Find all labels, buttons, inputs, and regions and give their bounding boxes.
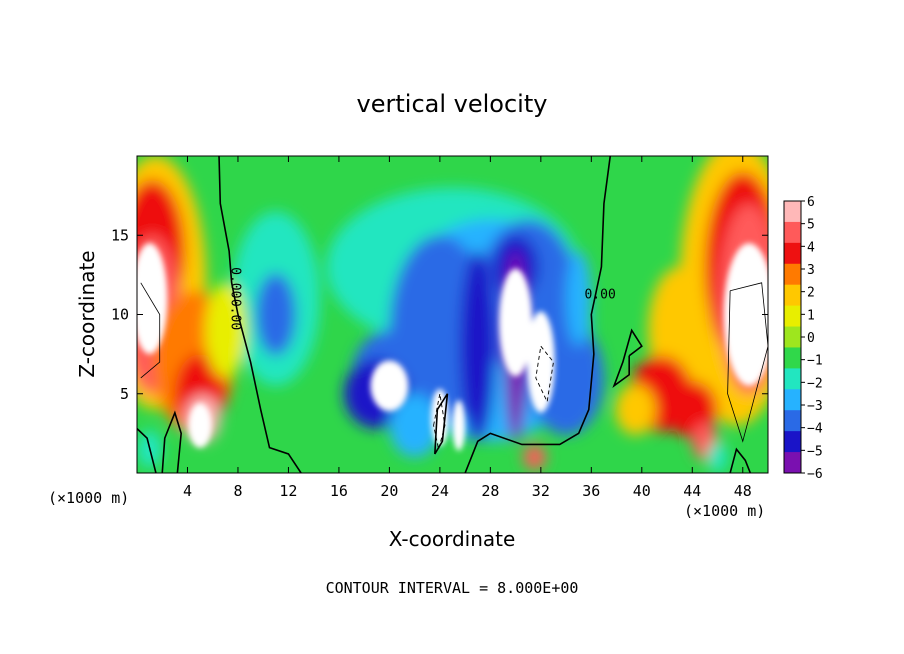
colorbar-label: −1 <box>807 354 823 369</box>
field-blob-31 <box>707 441 728 473</box>
colorbar-swatch <box>784 347 801 369</box>
contour-interval-note: CONTOUR INTERVAL = 8.000E+00 <box>326 579 579 597</box>
colorbar-label: −6 <box>807 467 823 482</box>
colorbar-label: 4 <box>807 240 815 255</box>
saturated-region-3 <box>370 360 409 412</box>
colorbar-label: 2 <box>807 286 815 301</box>
y-tick-label: 15 <box>111 226 129 244</box>
colorbar-label: −2 <box>807 376 823 391</box>
zero-contour-4 <box>612 328 643 389</box>
x-tick-label: 20 <box>380 482 398 500</box>
colorbar-swatch <box>784 221 801 244</box>
x-tick-label: 28 <box>481 482 499 500</box>
colorbar-swatch <box>784 431 801 453</box>
colorbar-swatch <box>784 452 801 474</box>
colorbar-label: 3 <box>807 263 815 278</box>
y-axis-label: Z-coordinate <box>75 250 99 377</box>
colorbar-swatch <box>784 201 801 223</box>
x-tick-label: 8 <box>233 482 242 500</box>
x-axis: 4 8 12 16 20 24 28 32 36 40 44 48 <box>183 156 752 500</box>
contour-label-0: 0.00 <box>228 267 243 298</box>
colorbar-swatch <box>784 410 801 432</box>
field-blob-7 <box>255 273 297 356</box>
field-blob-29 <box>523 444 546 470</box>
x-unit-right: (×1000 m) <box>684 502 765 520</box>
zero-contour-0 <box>218 156 302 473</box>
colorbar-label: −4 <box>807 422 823 437</box>
zero-contour-6 <box>434 393 449 455</box>
contour-label-1: 0.00 <box>228 299 243 330</box>
chart-title: vertical velocity <box>357 90 548 118</box>
field-blob-10 <box>460 251 496 442</box>
x-tick-label: 48 <box>734 482 752 500</box>
colorbar-label: 0 <box>807 331 815 346</box>
x-tick-label: 4 <box>183 482 192 500</box>
x-tick-label: 16 <box>330 482 348 500</box>
x-unit-left: (×1000 m) <box>48 489 129 507</box>
x-tick-label: 24 <box>431 482 449 500</box>
saturated-region-5 <box>526 311 555 413</box>
x-tick-label: 32 <box>532 482 550 500</box>
zero-contour-2 <box>137 428 157 473</box>
zero-contour-1 <box>464 156 612 473</box>
inner-contour-0 <box>140 282 161 379</box>
zero-contour-3 <box>161 410 182 473</box>
field-blob-20 <box>205 282 246 378</box>
field-blob-12 <box>389 393 440 458</box>
colorbar-label: 6 <box>807 195 815 210</box>
x-tick-label: 12 <box>279 482 297 500</box>
x-axis-label: X-coordinate <box>389 527 516 551</box>
field-blob-13 <box>566 251 592 347</box>
colorbar-swatch <box>784 305 801 328</box>
saturated-region-7 <box>452 400 466 451</box>
contour-label-2: 0.00 <box>584 288 615 303</box>
colorbar-swatch <box>784 284 801 307</box>
x-tick-label: 44 <box>683 482 701 500</box>
x-tick-label: 36 <box>582 482 600 500</box>
colorbar-label: 5 <box>807 218 815 233</box>
colorbar: 6 5 4 3 2 1 0 −1 −2 −3 −4 −5 −6 <box>783 195 823 482</box>
colorbar-label: 1 <box>807 308 815 323</box>
negative-contour-1 <box>433 393 446 450</box>
saturated-region-6 <box>431 388 449 447</box>
saturated-region-2 <box>723 243 768 386</box>
colorbar-label: −5 <box>807 444 823 459</box>
velocity-field: 0.000.000.00 <box>137 156 768 473</box>
colorbar-swatch <box>784 368 801 390</box>
colorbar-swatch <box>784 389 801 411</box>
y-tick-label: 5 <box>120 385 129 403</box>
colorbar-swatch <box>784 242 801 265</box>
inner-contour-1 <box>727 282 768 443</box>
y-axis: 5 10 15 <box>111 226 768 403</box>
zero-contour-5 <box>729 447 752 473</box>
saturated-region-4 <box>499 268 533 377</box>
colorbar-label: −3 <box>807 399 823 414</box>
x-tick-label: 40 <box>633 482 651 500</box>
colorbar-swatch <box>784 326 801 348</box>
colorbar-swatch <box>784 263 801 286</box>
saturated-region-1 <box>188 403 212 448</box>
field-blob-28 <box>615 384 656 435</box>
y-tick-label: 10 <box>111 306 129 324</box>
